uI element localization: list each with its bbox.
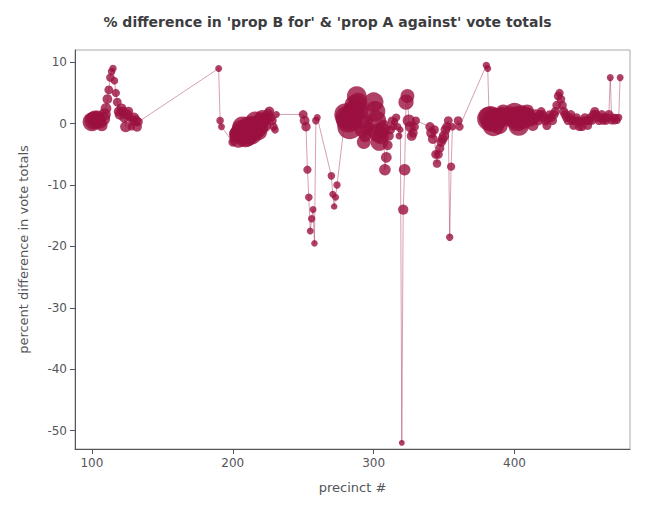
svg-text:-20: -20 xyxy=(47,239,67,253)
svg-text:-30: -30 xyxy=(47,301,67,315)
svg-text:0: 0 xyxy=(59,117,67,131)
svg-text:precinct #: precinct # xyxy=(319,480,387,495)
svg-text:-50: -50 xyxy=(47,424,67,438)
svg-text:% difference in 'prop B for' &: % difference in 'prop B for' & 'prop A a… xyxy=(103,14,551,30)
svg-text:300: 300 xyxy=(362,456,385,470)
svg-text:-40: -40 xyxy=(47,362,67,376)
svg-text:100: 100 xyxy=(80,456,103,470)
svg-text:-10: -10 xyxy=(47,178,67,192)
svg-text:10: 10 xyxy=(52,55,67,69)
svg-text:400: 400 xyxy=(503,456,526,470)
svg-text:percent difference in vote tot: percent difference in vote totals xyxy=(16,145,31,354)
svg-text:200: 200 xyxy=(221,456,244,470)
